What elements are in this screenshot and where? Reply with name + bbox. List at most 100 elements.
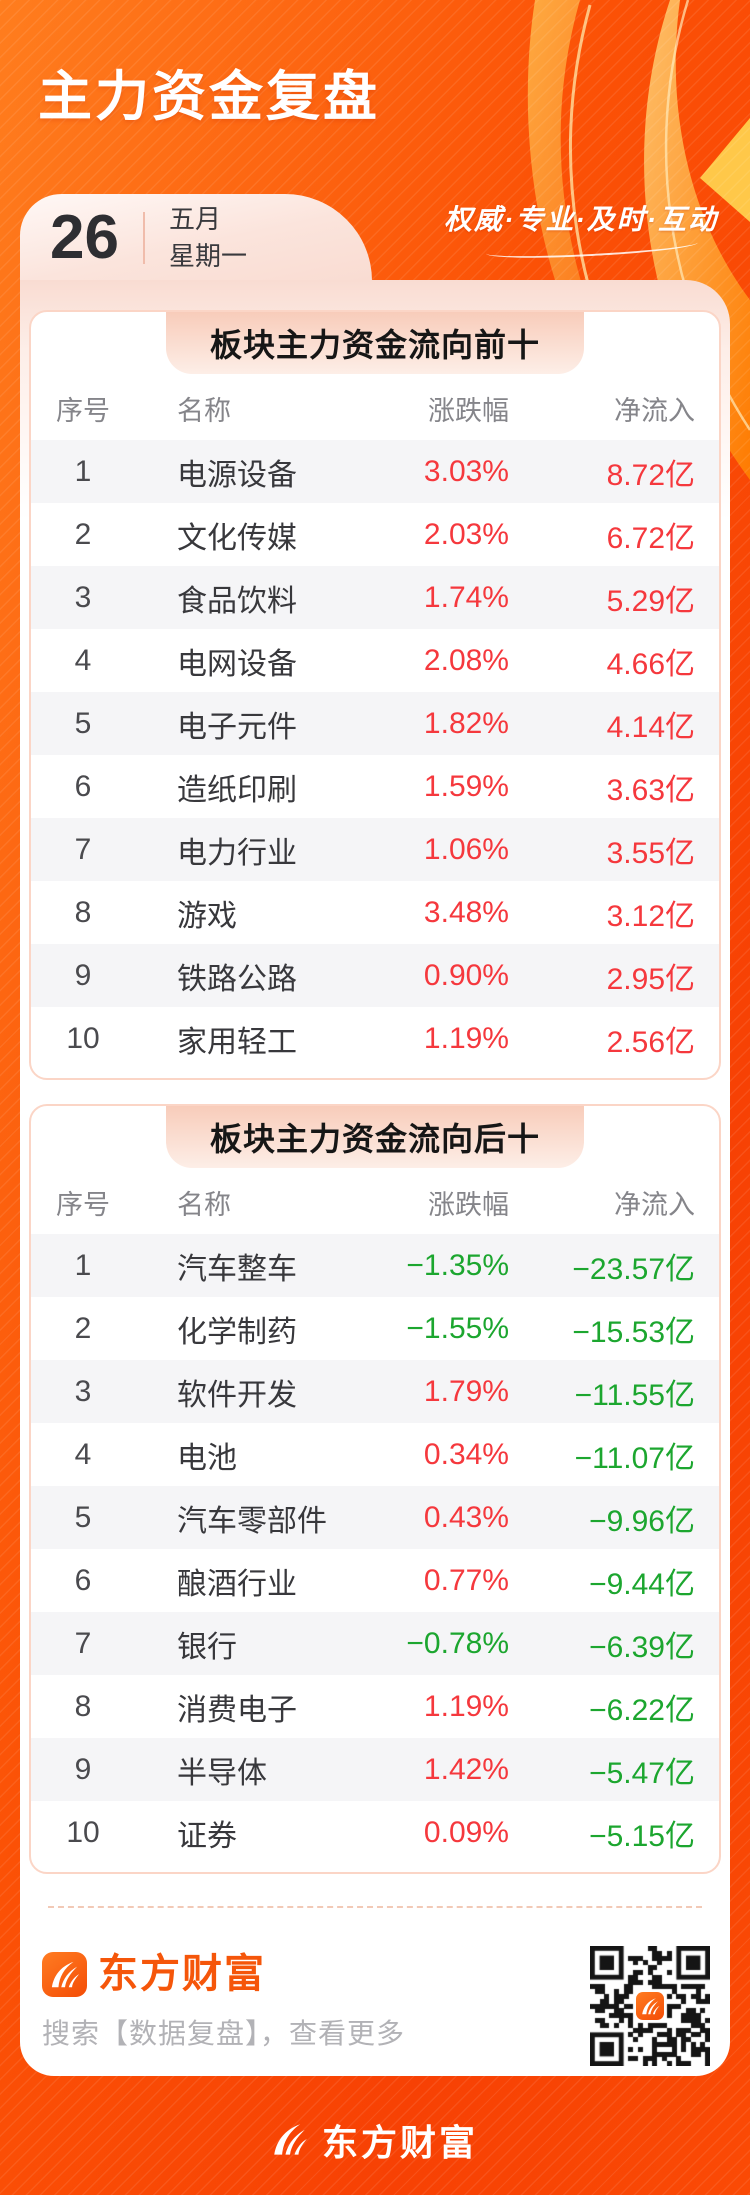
column-header-rank-cell: 序号 [56, 396, 110, 426]
table-body: 1 汽车整车 −1.35% −23.57亿 2 化学制药 −1.55% −15.53亿 3 软件开… [31, 1234, 719, 1864]
table-row: 9 半导体 1.42% −5.47亿 [31, 1738, 719, 1801]
change-cell: 0.90% [423, 958, 509, 992]
change-cell: 2.03% [423, 517, 509, 551]
net-cell: 3.12亿 [606, 899, 695, 933]
table-row: 8 游戏 3.48% 3.12亿 [31, 881, 719, 944]
column-header-name-cell: 名称 [177, 396, 231, 426]
eastmoney-logo-icon [274, 2124, 307, 2155]
rank-cell: 9 [74, 958, 92, 992]
date-badge: 26 五月 星期一 [20, 194, 372, 281]
column-header-net-cell: 净流入 [614, 1190, 695, 1220]
qr-code [590, 1946, 710, 2066]
name-cell: 游戏 [177, 899, 237, 933]
rank-cell: 3 [74, 1374, 92, 1408]
rank-cell: 6 [74, 1563, 92, 1597]
card-title-pill: 板块主力资金流向后十 [166, 1106, 584, 1168]
date-divider [142, 211, 145, 264]
change-cell: 1.59% [423, 769, 509, 803]
change-cell: 3.03% [423, 454, 509, 488]
table-row: 6 造纸印刷 1.59% 3.63亿 [31, 755, 719, 818]
table-row: 9 铁路公路 0.90% 2.95亿 [31, 944, 719, 1007]
eastmoney-logo-icon [51, 1961, 79, 1987]
change-cell: 2.08% [423, 643, 509, 677]
name-cell: 铁路公路 [177, 962, 297, 996]
bottom-brand-text: 东方财富 [321, 2122, 478, 2163]
date-weekday: 星期一 [168, 240, 247, 271]
rank-cell: 6 [74, 769, 92, 803]
slogan: 权威·专业·及时·互动 [444, 204, 718, 235]
net-cell: −6.22亿 [589, 1693, 695, 1727]
rank-cell: 4 [74, 1437, 92, 1471]
table-row: 7 电力行业 1.06% 3.55亿 [31, 818, 719, 881]
net-cell: −5.47亿 [589, 1756, 695, 1790]
column-header-change-cell: 涨跌幅 [428, 1190, 509, 1220]
brand-wordmark: 东方财富 [98, 1952, 266, 1996]
name-cell: 半导体 [177, 1756, 267, 1790]
rank-cell: 1 [74, 454, 92, 488]
table-header-row: 序号 名称 涨跌幅 净流入 [31, 374, 719, 440]
eastmoney-app-icon [42, 1952, 87, 1997]
change-cell: 1.19% [423, 1021, 509, 1055]
rank-cell: 2 [74, 517, 92, 551]
net-cell: 4.14亿 [606, 710, 695, 744]
column-header-net-cell: 净流入 [614, 396, 695, 426]
net-cell: −11.07亿 [574, 1441, 695, 1475]
table-row: 10 证券 0.09% −5.15亿 [31, 1801, 719, 1864]
change-cell: 0.09% [423, 1815, 509, 1849]
name-cell: 化学制药 [177, 1315, 297, 1349]
inflow-top10-card: 板块主力资金流向前十 序号 名称 涨跌幅 净流入 1 电源设备 3.03% 8.72亿 2 文化… [29, 310, 721, 1080]
name-cell: 银行 [177, 1630, 237, 1664]
change-cell: 1.42% [423, 1752, 509, 1786]
change-cell: 1.06% [423, 832, 509, 866]
rank-cell: 5 [74, 706, 92, 740]
page-title: 主力资金复盘 [38, 67, 380, 127]
name-cell: 软件开发 [177, 1378, 297, 1412]
change-cell: 1.79% [423, 1374, 509, 1408]
table-row: 5 汽车零部件 0.43% −9.96亿 [31, 1486, 719, 1549]
name-cell: 电池 [177, 1441, 237, 1475]
net-cell: −5.15亿 [589, 1819, 695, 1853]
rank-cell: 4 [74, 643, 92, 677]
change-cell: 1.74% [423, 580, 509, 614]
table-row: 3 食品饮料 1.74% 5.29亿 [31, 566, 719, 629]
net-cell: 5.29亿 [606, 584, 695, 618]
date-month: 五月 [168, 204, 221, 234]
change-cell: −1.55% [406, 1311, 509, 1345]
name-cell: 电子元件 [177, 710, 297, 744]
table-row: 4 电网设备 2.08% 4.66亿 [31, 629, 719, 692]
change-cell: 0.77% [423, 1563, 509, 1597]
change-cell: 0.43% [423, 1500, 509, 1534]
card-title-pill: 板块主力资金流向前十 [166, 312, 584, 374]
rank-cell: 9 [74, 1752, 92, 1786]
net-cell: −9.96亿 [589, 1504, 695, 1538]
name-cell: 电网设备 [177, 647, 297, 681]
rank-cell: 2 [74, 1311, 92, 1345]
eastmoney-logo-icon [641, 1997, 659, 2014]
name-cell: 家用轻工 [177, 1025, 297, 1059]
column-header-rank-cell: 序号 [56, 1190, 110, 1220]
change-cell: 0.34% [423, 1437, 509, 1471]
rank-cell: 8 [74, 1689, 92, 1723]
rank-cell: 10 [66, 1815, 100, 1849]
table-row: 6 酿酒行业 0.77% −9.44亿 [31, 1549, 719, 1612]
rank-cell: 7 [74, 832, 92, 866]
name-cell: 文化传媒 [177, 521, 297, 555]
table-row: 1 电源设备 3.03% 8.72亿 [31, 440, 719, 503]
name-cell: 汽车零部件 [177, 1504, 327, 1538]
qr-center-logo [636, 1992, 664, 2020]
name-cell: 电力行业 [177, 836, 297, 870]
table-row: 2 化学制药 −1.55% −15.53亿 [31, 1297, 719, 1360]
rank-cell: 8 [74, 895, 92, 929]
rank-cell: 3 [74, 580, 92, 614]
net-cell: 2.95亿 [606, 962, 695, 996]
change-cell: −0.78% [406, 1626, 509, 1660]
table-row: 1 汽车整车 −1.35% −23.57亿 [31, 1234, 719, 1297]
card-title: 板块主力资金流向后十 [209, 1121, 540, 1157]
net-cell: 3.55亿 [606, 836, 695, 870]
net-cell: 4.66亿 [606, 647, 695, 681]
column-header-change-cell: 涨跌幅 [428, 396, 509, 426]
name-cell: 消费电子 [177, 1693, 297, 1727]
name-cell: 汽车整车 [177, 1252, 297, 1286]
change-cell: −1.35% [406, 1248, 509, 1282]
